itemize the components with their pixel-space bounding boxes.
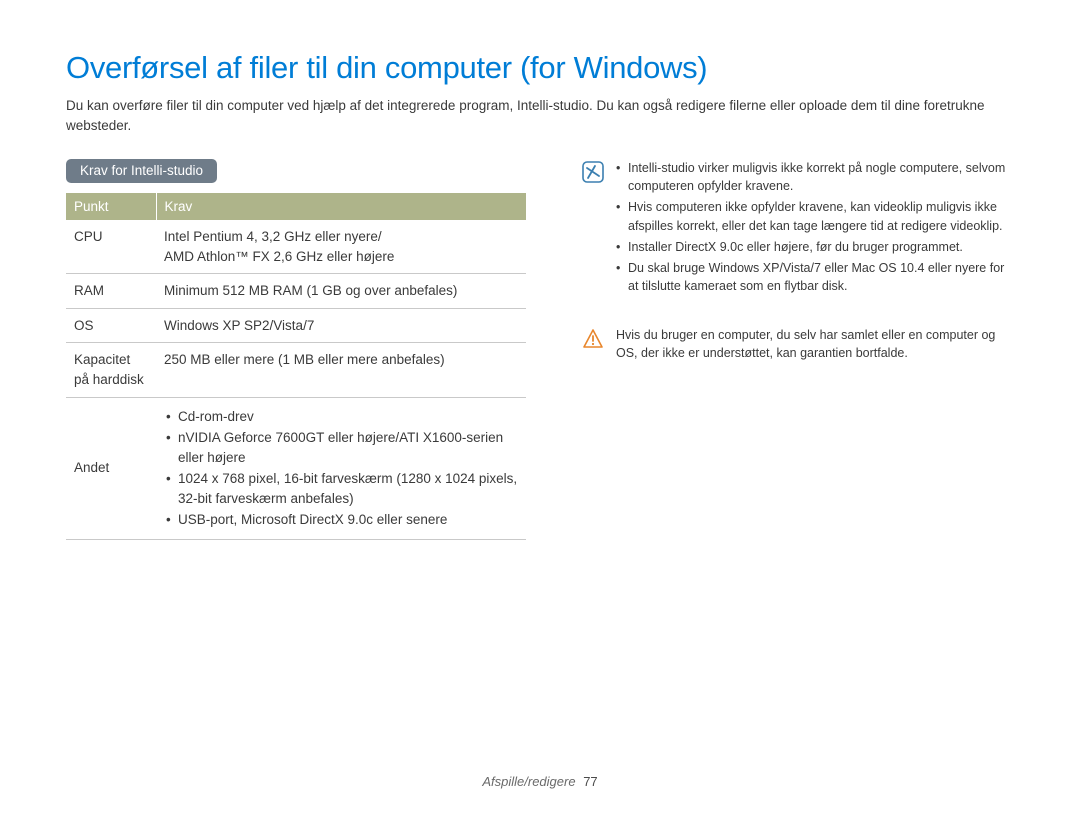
- info-icon: [582, 161, 604, 183]
- cell-label-other: Andet: [66, 397, 156, 539]
- table-row: Andet Cd-rom-drev nVIDIA Geforce 7600GT …: [66, 397, 526, 539]
- list-item: Installer DirectX 9.0c eller højere, før…: [616, 238, 1014, 256]
- footer-page-number: 77: [583, 774, 597, 789]
- cell-value-ram: Minimum 512 MB RAM (1 GB og over anbefal…: [156, 274, 526, 309]
- other-bullet-list: Cd-rom-drev nVIDIA Geforce 7600GT eller …: [164, 407, 518, 530]
- cell-label-os: OS: [66, 308, 156, 343]
- list-item: USB-port, Microsoft DirectX 9.0c eller s…: [164, 510, 518, 530]
- table-header-punkt: Punkt: [66, 193, 156, 220]
- table-row: RAM Minimum 512 MB RAM (1 GB og over anb…: [66, 274, 526, 309]
- warning-icon: [582, 328, 604, 350]
- list-item: Cd-rom-drev: [164, 407, 518, 427]
- page-footer: Afspille/redigere 77: [0, 774, 1080, 789]
- footer-section: Afspille/redigere: [482, 774, 575, 789]
- cell-label-capacity: Kapacitet på harddisk: [66, 343, 156, 397]
- info-note-box: Intelli-studio virker muligvis ikke korr…: [582, 159, 1014, 298]
- info-note-list: Intelli-studio virker muligvis ikke korr…: [616, 159, 1014, 298]
- right-column: Intelli-studio virker muligvis ikke korr…: [582, 159, 1014, 540]
- left-column: Krav for Intelli-studio Punkt Krav CPU I…: [66, 159, 526, 540]
- content-columns: Krav for Intelli-studio Punkt Krav CPU I…: [66, 159, 1014, 540]
- warning-note-box: Hvis du bruger en computer, du selv har …: [582, 326, 1014, 362]
- warning-text: Hvis du bruger en computer, du selv har …: [616, 326, 1014, 362]
- section-heading-pill: Krav for Intelli-studio: [66, 159, 217, 183]
- cell-value-other: Cd-rom-drev nVIDIA Geforce 7600GT eller …: [156, 397, 526, 539]
- table-header-krav: Krav: [156, 193, 526, 220]
- list-item: nVIDIA Geforce 7600GT eller højere/ATI X…: [164, 428, 518, 467]
- table-row: OS Windows XP SP2/Vista/7: [66, 308, 526, 343]
- cell-value-capacity: 250 MB eller mere (1 MB eller mere anbef…: [156, 343, 526, 397]
- cell-value-os: Windows XP SP2/Vista/7: [156, 308, 526, 343]
- table-row: CPU Intel Pentium 4, 3,2 GHz eller nyere…: [66, 220, 526, 274]
- cell-label-cpu: CPU: [66, 220, 156, 274]
- intro-paragraph: Du kan overføre filer til din computer v…: [66, 96, 1014, 135]
- cell-label-ram: RAM: [66, 274, 156, 309]
- list-item: Du skal bruge Windows XP/Vista/7 eller M…: [616, 259, 1014, 295]
- cell-value-cpu: Intel Pentium 4, 3,2 GHz eller nyere/ AM…: [156, 220, 526, 274]
- list-item: 1024 x 768 pixel, 16-bit farveskærm (128…: [164, 469, 518, 508]
- table-row: Kapacitet på harddisk 250 MB eller mere …: [66, 343, 526, 397]
- requirements-table: Punkt Krav CPU Intel Pentium 4, 3,2 GHz …: [66, 193, 526, 540]
- list-item: Intelli-studio virker muligvis ikke korr…: [616, 159, 1014, 195]
- list-item: Hvis computeren ikke opfylder kravene, k…: [616, 198, 1014, 234]
- page-title: Overførsel af filer til din computer (fo…: [66, 50, 1014, 86]
